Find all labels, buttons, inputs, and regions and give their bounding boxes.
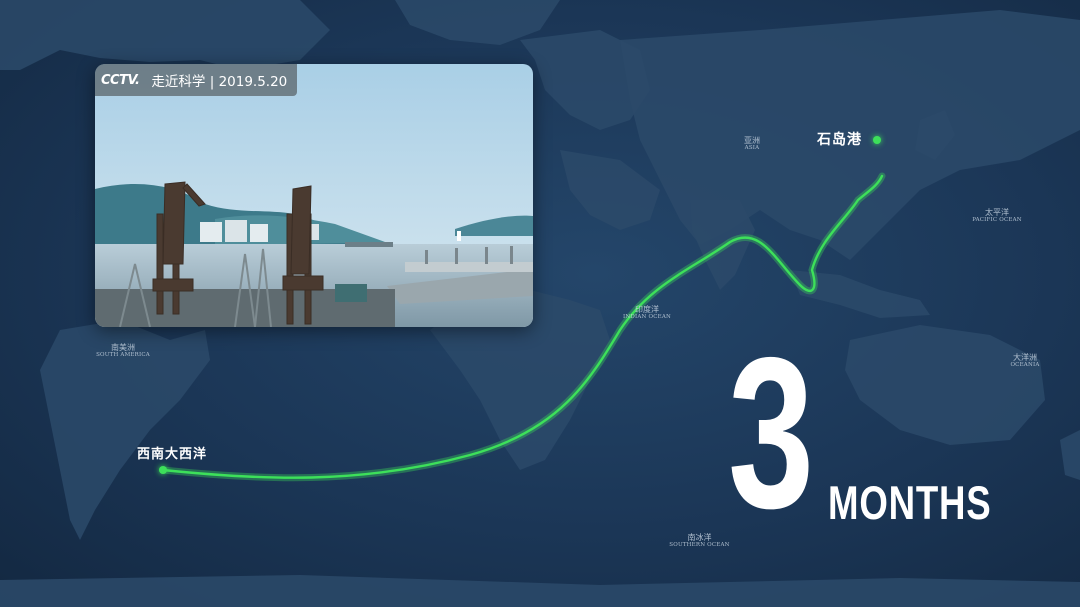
region-label-pacific-ocean: 太平洋 PACIFIC OCEAN [972,208,1022,224]
program-label: 走近科学 | 2019.5.20 [151,74,288,90]
landmass-north-america [0,0,330,70]
region-label-southern-ocean: 南冰洋 SOUTHERN OCEAN [669,533,730,549]
region-label-south-america: 南美洲 SOUTH AMERICA [96,343,150,359]
cctv-logo: CCTV. [101,72,140,88]
landmass-new-zealand [1060,430,1080,480]
region-label-asia: 亚洲 ASIA [744,136,760,152]
landmass-antarctica [0,575,1080,607]
region-label-indian-ocean: 印度洋 INDIAN OCEAN [622,305,672,321]
region-label-oceania: 大洋洲 OCEANIA [1010,353,1040,369]
video-inset: CCTV. 走近科学 | 2019.5.20 [95,64,533,327]
duration-number: 3 [728,312,814,553]
landmass-arabia [560,150,660,230]
route-line [161,174,884,479]
destination-label: 石岛港 [817,132,862,148]
landmass-greenland [395,0,560,45]
landmass-australia [845,325,1045,445]
shipping-route [159,172,886,482]
destination-dot [873,136,881,144]
landmass-asia [620,10,1080,260]
broadcast-overlay: CCTV. 走近科学 | 2019.5.20 [95,64,298,96]
landmass-africa [430,290,610,470]
landmass-europe [520,30,650,130]
landmass-japan [915,110,955,160]
origin-label: 西南大西洋 [137,447,208,462]
harbor-scene-image [95,64,533,327]
landmass-india [690,200,755,290]
landmass-southeast-asia [790,270,930,318]
duration-unit: MONTHS [828,476,992,529]
landmass-south-america [40,320,210,540]
origin-dot [159,466,167,474]
